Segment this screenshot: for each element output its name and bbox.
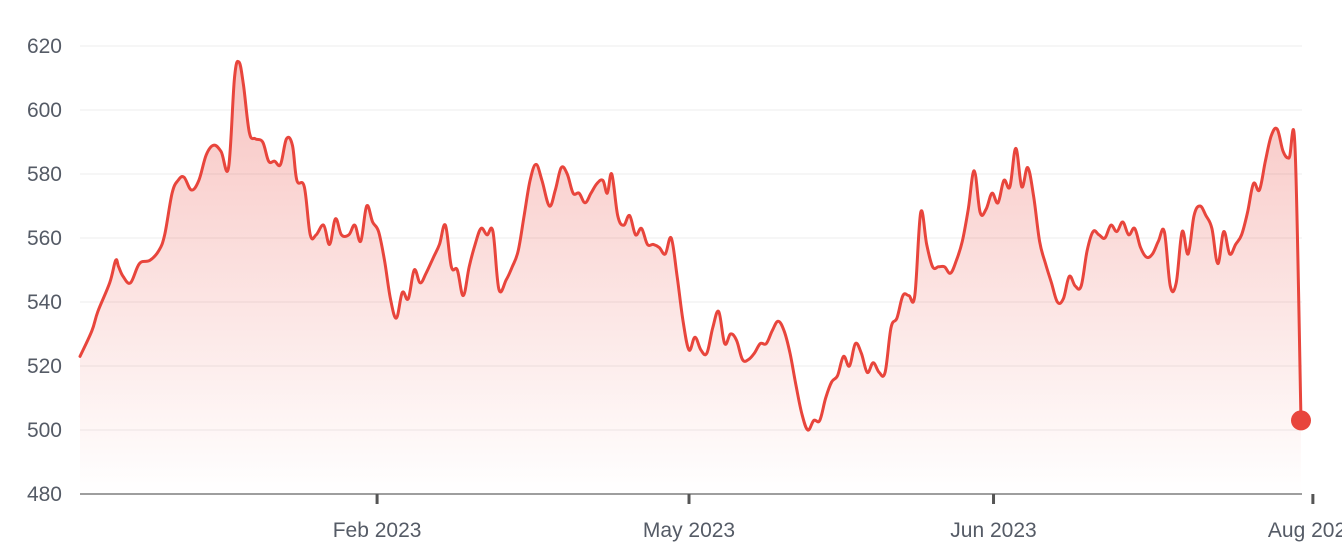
y-tick-label: 500 xyxy=(27,419,62,442)
y-tick-label: 620 xyxy=(27,35,62,58)
last-price-marker[interactable] xyxy=(1291,410,1311,431)
y-tick-label: 560 xyxy=(27,227,62,250)
price-area-fill xyxy=(80,61,1301,495)
y-axis-labels: 480 500 520 540 560 580 600 620 xyxy=(27,35,62,506)
y-tick-label: 600 xyxy=(27,99,62,122)
x-tick-label: Aug 2023 xyxy=(1268,519,1342,542)
x-tick-label: Jun 2023 xyxy=(950,519,1036,542)
y-tick-label: 580 xyxy=(27,163,62,186)
y-tick-label: 480 xyxy=(27,483,62,506)
price-line xyxy=(78,59,1303,432)
x-axis-ticks: Feb 2023 May 2023 Jun 2023 Aug 2023 xyxy=(333,494,1342,542)
x-tick-label: May 2023 xyxy=(643,519,735,542)
y-tick-label: 540 xyxy=(27,291,62,314)
y-tick-label: 520 xyxy=(27,355,62,378)
x-tick-label: Feb 2023 xyxy=(333,519,422,542)
